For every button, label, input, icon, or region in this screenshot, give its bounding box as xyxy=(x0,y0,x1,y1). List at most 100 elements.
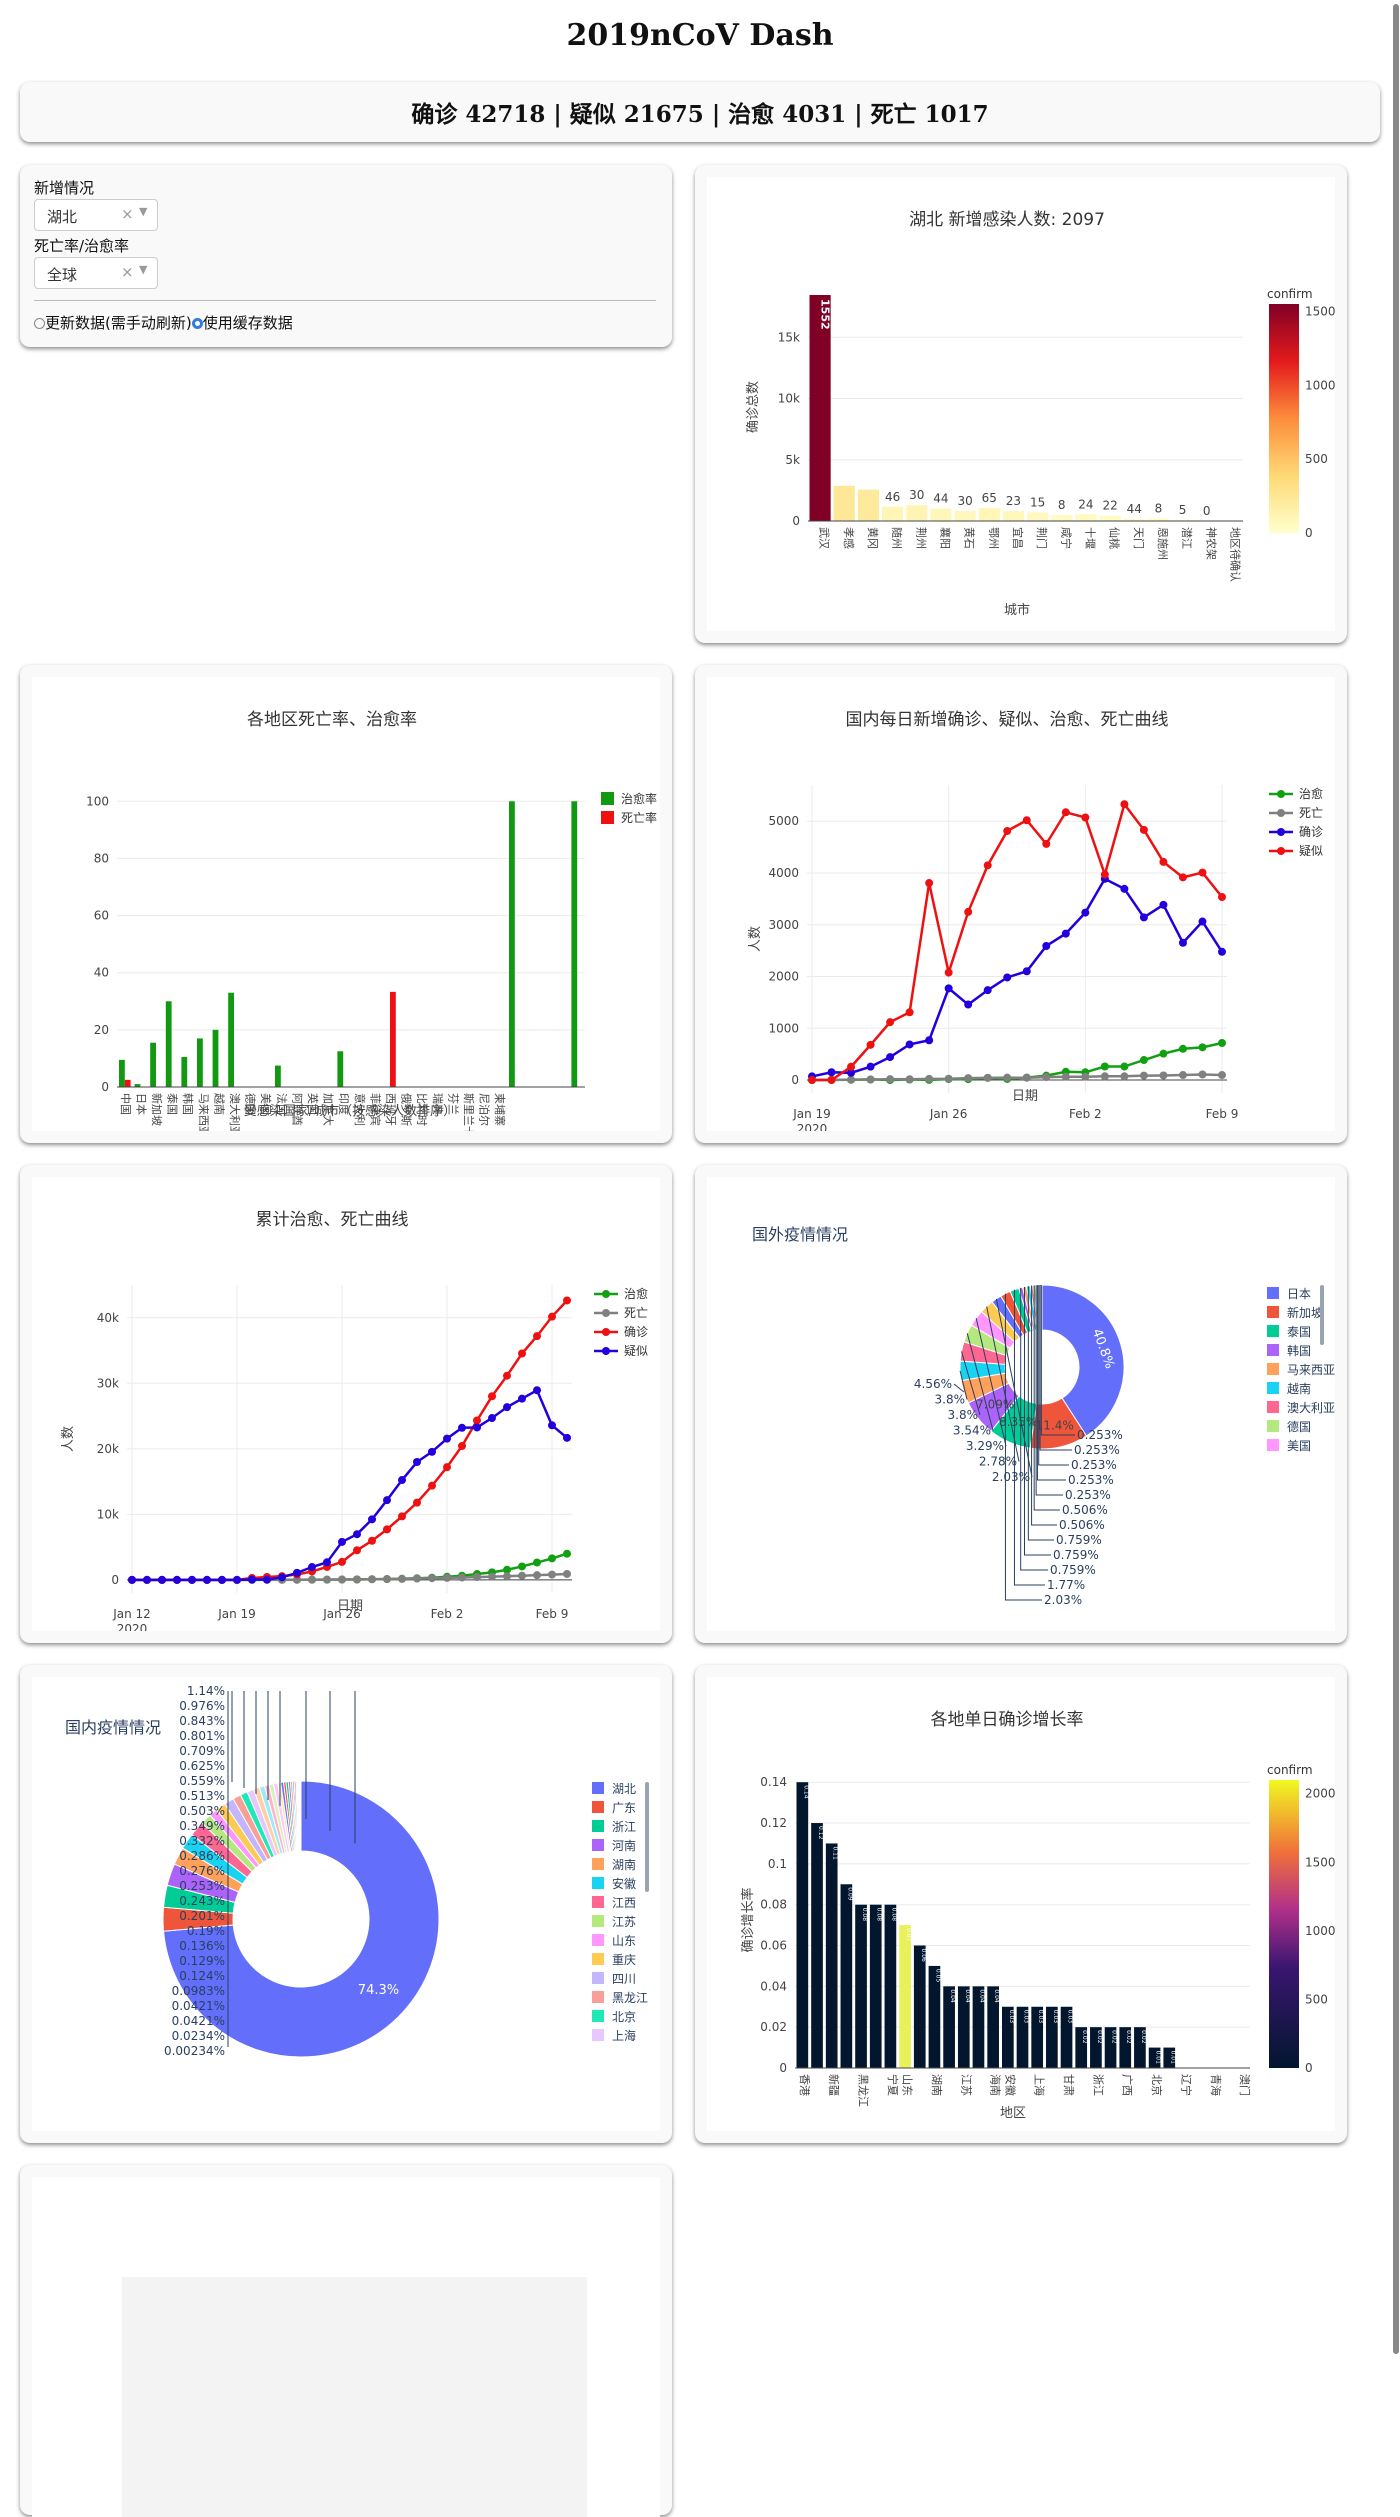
chart-title: 各地单日确诊增长率 xyxy=(931,1710,1084,1730)
y-tick-label: 20 xyxy=(94,1023,109,1037)
legend-swatch xyxy=(592,1972,604,1984)
legend-marker xyxy=(602,1290,610,1298)
bar-死亡率 xyxy=(390,992,396,1087)
point-疑似 xyxy=(518,1395,526,1403)
legend-label: 疑似 xyxy=(624,1343,648,1358)
point-死亡 xyxy=(1140,1072,1148,1080)
point-确诊 xyxy=(533,1332,541,1340)
legend-label: 重庆 xyxy=(612,1953,636,1967)
point-确诊 xyxy=(353,1546,361,1554)
clear-icon[interactable]: × xyxy=(121,263,134,281)
summary-banner: 确诊 42718 | 疑似 21675 | 治愈 4031 | 死亡 1017 xyxy=(20,82,1380,142)
point-疑似 xyxy=(886,1018,894,1026)
y-tick-label: 30k xyxy=(97,1376,119,1390)
y-axis-title: 人数 xyxy=(748,926,763,952)
legend-label: 确诊 xyxy=(1299,825,1323,839)
x-tick-label: Feb 2 xyxy=(431,1607,464,1621)
point-死亡 xyxy=(533,1571,541,1579)
point-治愈 xyxy=(1159,1050,1167,1058)
point-确诊 xyxy=(1120,885,1128,893)
point-确诊 xyxy=(984,986,992,994)
radio-update-label[interactable]: 更新数据(需手动刷新) xyxy=(45,314,192,332)
slice-label: 0.625% xyxy=(179,1759,225,1773)
point-疑似 xyxy=(458,1424,466,1432)
point-死亡 xyxy=(1159,1071,1167,1079)
legend-swatch xyxy=(592,1801,604,1813)
point-疑似 xyxy=(867,1041,875,1049)
x-tick-label: Feb 9 xyxy=(1206,1107,1239,1121)
x-tick-label: 黄石 xyxy=(963,527,977,549)
legend-swatch xyxy=(1267,1363,1279,1375)
point-死亡 xyxy=(518,1572,526,1580)
point-死亡 xyxy=(984,1074,992,1082)
slice-label: 0.201% xyxy=(179,1909,225,1923)
x-axis-title: 受感染国家/城市（按感染人数排序） xyxy=(244,1103,456,1119)
point-治愈 xyxy=(1101,1062,1109,1070)
legend-label: 河南 xyxy=(612,1838,636,1853)
slice-label: 0.506% xyxy=(1062,1503,1108,1517)
point-疑似 xyxy=(353,1530,361,1538)
x-tick-label: 甘肃 xyxy=(1062,2074,1075,2096)
point-确诊 xyxy=(867,1063,875,1071)
point-疑似 xyxy=(1081,814,1089,822)
chart-title: 累计治愈、死亡曲线 xyxy=(256,1210,409,1230)
slice-label: 0.801% xyxy=(179,1729,225,1743)
point-疑似 xyxy=(847,1063,855,1071)
radio-update[interactable] xyxy=(34,318,45,329)
x-tick-label: 马来西亚 xyxy=(197,1093,210,1131)
bar-死亡率 xyxy=(125,1080,131,1087)
scrollbar-thumb[interactable] xyxy=(1393,4,1399,2354)
bar-label: 22 xyxy=(1102,499,1117,513)
point-疑似 xyxy=(368,1515,376,1523)
x-tick-label: 江苏 xyxy=(959,2074,972,2096)
colorbar-tick: 500 xyxy=(1305,452,1328,466)
legend-swatch xyxy=(601,792,614,805)
legend-swatch xyxy=(592,1877,604,1889)
data-source-radio: 更新数据(需手动刷新) 使用缓存数据 xyxy=(34,312,293,333)
slice-label: 1.14% xyxy=(187,1684,225,1698)
radio-cache-label[interactable]: 使用缓存数据 xyxy=(203,314,293,332)
slice-label: 0.136% xyxy=(179,1939,225,1953)
chart-foreign-pie: 国外疫情情况40.8%11.4%8.35%7.09%4.56%3.8%3.8%3… xyxy=(707,1177,1335,1631)
legend-label: 治愈 xyxy=(1299,786,1323,801)
y-tick-label: 0 xyxy=(791,1073,799,1087)
province-dropdown[interactable]: 湖北 × ▼ xyxy=(34,199,158,231)
legend-label: 北京 xyxy=(612,2010,636,2024)
clear-icon[interactable]: × xyxy=(121,205,134,223)
point-治愈 xyxy=(548,1554,556,1562)
x-tick-label: 孝感 xyxy=(842,527,855,549)
legend-marker xyxy=(1277,809,1285,817)
point-治愈 xyxy=(518,1562,526,1570)
x-tick-label: 潜江 xyxy=(1180,527,1194,549)
slice-label: 0.276% xyxy=(179,1864,225,1878)
bar xyxy=(870,1905,882,2068)
point-确诊 xyxy=(413,1499,421,1507)
point-确诊 xyxy=(548,1313,556,1321)
chevron-down-icon[interactable]: ▼ xyxy=(139,205,147,218)
legend-label: 湖南 xyxy=(612,1857,636,1872)
slice-label: 3.8% xyxy=(948,1408,979,1422)
legend-label: 马来西亚 xyxy=(1287,1363,1335,1377)
divider xyxy=(34,300,656,301)
legend-marker xyxy=(1277,847,1285,855)
x-tick-label: 恩施州 xyxy=(1156,527,1169,560)
slice-label: 3.8% xyxy=(935,1393,966,1407)
point-治愈 xyxy=(563,1550,571,1558)
bar-label: 0.03 xyxy=(1023,2010,1030,2024)
x-axis-title: 地区 xyxy=(1000,2106,1026,2121)
radio-cache[interactable] xyxy=(192,318,203,329)
legend-label: 湖北 xyxy=(612,1781,636,1796)
chevron-down-icon[interactable]: ▼ xyxy=(139,263,147,276)
legend-swatch xyxy=(592,1991,604,2003)
point-疑似 xyxy=(1023,816,1031,824)
region-dropdown[interactable]: 全球 × ▼ xyxy=(34,257,158,289)
legend-marker xyxy=(602,1309,610,1317)
point-疑似 xyxy=(945,969,953,977)
bar-label: 0.02 xyxy=(1096,2030,1103,2044)
colorbar-tick: 1000 xyxy=(1305,1924,1335,1938)
region-dropdown-value: 全球 xyxy=(47,264,77,285)
slice-label: 0.129% xyxy=(179,1954,225,1968)
bar-label: 0 xyxy=(1203,504,1211,518)
legend-swatch xyxy=(1267,1325,1279,1337)
bar-治愈率 xyxy=(119,1060,125,1087)
